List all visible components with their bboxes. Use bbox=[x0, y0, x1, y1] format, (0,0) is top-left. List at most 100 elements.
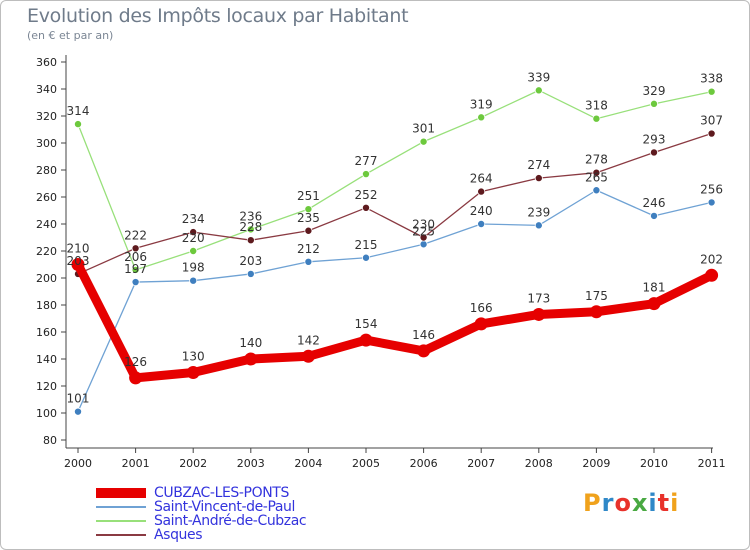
y-tick-label: 100 bbox=[36, 407, 57, 420]
data-label: 126 bbox=[124, 355, 147, 369]
x-tick-label: 2010 bbox=[640, 457, 668, 470]
data-point bbox=[246, 225, 255, 234]
y-tick-label: 280 bbox=[36, 164, 57, 177]
y-tick-label: 300 bbox=[36, 137, 57, 150]
data-label: 274 bbox=[527, 158, 550, 172]
x-tick-label: 2006 bbox=[410, 457, 438, 470]
data-point bbox=[304, 257, 313, 266]
chart-subtitle: (en € et par an) bbox=[27, 29, 114, 42]
data-label: 339 bbox=[527, 70, 550, 84]
data-label: 240 bbox=[470, 204, 493, 218]
data-label: 236 bbox=[239, 209, 262, 223]
data-label: 210 bbox=[67, 242, 90, 256]
data-label: 307 bbox=[700, 114, 723, 128]
data-point bbox=[417, 344, 431, 358]
data-label: 256 bbox=[700, 182, 723, 196]
data-label: 277 bbox=[355, 154, 378, 168]
series-line bbox=[77, 132, 713, 275]
data-label: 301 bbox=[412, 122, 435, 136]
data-label: 329 bbox=[643, 84, 666, 98]
series-line bbox=[73, 260, 717, 383]
data-label: 338 bbox=[700, 72, 723, 86]
data-label: 225 bbox=[412, 224, 435, 238]
data-label: 215 bbox=[355, 238, 378, 252]
data-point bbox=[707, 198, 716, 207]
data-label: 265 bbox=[585, 170, 608, 184]
data-point bbox=[534, 86, 543, 95]
data-label: 203 bbox=[239, 254, 262, 268]
data-point bbox=[359, 333, 373, 347]
logo-letter: r bbox=[601, 489, 615, 517]
data-label: 235 bbox=[297, 211, 320, 225]
data-point bbox=[592, 168, 601, 177]
data-label: 212 bbox=[297, 242, 320, 256]
data-point bbox=[534, 174, 543, 183]
data-point bbox=[589, 305, 603, 319]
logo-letter: i bbox=[648, 489, 658, 517]
data-label: 239 bbox=[527, 205, 550, 219]
data-label: 264 bbox=[470, 172, 493, 186]
x-tick-label: 2009 bbox=[582, 457, 610, 470]
data-point bbox=[477, 113, 486, 122]
data-point bbox=[361, 170, 370, 179]
data-label: 220 bbox=[182, 231, 205, 245]
legend-label: CUBZAC-LES-PONTS bbox=[154, 485, 289, 501]
x-tick-label: 2002 bbox=[179, 457, 207, 470]
data-label: 252 bbox=[355, 188, 378, 202]
x-tick-label: 2001 bbox=[122, 457, 150, 470]
series-line bbox=[77, 89, 713, 271]
legend-swatch-saint-vincent bbox=[96, 506, 146, 508]
y-tick-label: 200 bbox=[36, 272, 57, 285]
data-label: 222 bbox=[124, 228, 147, 242]
data-label: 314 bbox=[67, 104, 90, 118]
data-label: 228 bbox=[239, 220, 262, 234]
data-point bbox=[186, 366, 200, 379]
data-point bbox=[74, 407, 83, 416]
legend-swatch-asques bbox=[96, 534, 146, 536]
data-label: 175 bbox=[585, 289, 608, 303]
logo-letter: o bbox=[614, 489, 632, 517]
y-tick-label: 80 bbox=[43, 434, 57, 447]
x-tick-label: 2000 bbox=[64, 457, 92, 470]
data-point bbox=[419, 240, 428, 249]
data-point bbox=[301, 349, 315, 363]
data-point bbox=[707, 87, 716, 96]
data-point bbox=[361, 203, 370, 212]
proxiti-logo: Proxiti bbox=[583, 489, 679, 517]
y-tick-label: 260 bbox=[36, 191, 57, 204]
data-label: 140 bbox=[239, 336, 262, 350]
data-point bbox=[707, 129, 716, 138]
data-point bbox=[477, 219, 486, 228]
data-label: 230 bbox=[412, 218, 435, 232]
data-label: 142 bbox=[297, 333, 320, 347]
data-point bbox=[246, 236, 255, 245]
data-point bbox=[71, 258, 85, 271]
data-label: 130 bbox=[182, 350, 205, 364]
data-point bbox=[361, 253, 370, 262]
data-label: 146 bbox=[412, 328, 435, 342]
data-point bbox=[131, 244, 140, 253]
data-point bbox=[705, 268, 719, 282]
data-label: 154 bbox=[355, 317, 378, 331]
data-label: 278 bbox=[585, 153, 608, 167]
y-tick-label: 160 bbox=[36, 326, 57, 339]
data-point bbox=[189, 228, 198, 237]
data-point bbox=[419, 233, 428, 242]
data-label: 203 bbox=[67, 254, 90, 268]
x-tick-label: 2008 bbox=[525, 457, 553, 470]
data-label: 206 bbox=[124, 250, 147, 264]
data-point bbox=[189, 246, 198, 255]
data-point bbox=[650, 148, 659, 157]
legend-swatch-cubzac bbox=[96, 488, 146, 498]
data-label: 251 bbox=[297, 189, 320, 203]
legend-label: Saint-André-de-Cubzac bbox=[154, 513, 307, 529]
x-tick-label: 2005 bbox=[352, 457, 380, 470]
data-point bbox=[650, 211, 659, 220]
x-tick-label: 2004 bbox=[294, 457, 322, 470]
data-label: 246 bbox=[643, 196, 666, 210]
data-point bbox=[189, 276, 198, 285]
x-tick-label: 2011 bbox=[698, 457, 726, 470]
data-point bbox=[419, 137, 428, 146]
